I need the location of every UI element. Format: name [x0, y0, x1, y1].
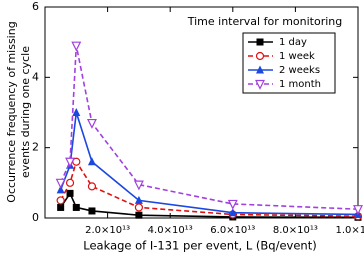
- data-point: [71, 41, 82, 52]
- data-point: [135, 211, 143, 219]
- data-point: [66, 189, 74, 197]
- y-tick-label: 2: [32, 141, 39, 154]
- plot-frame: [44, 6, 359, 219]
- data-point: [88, 207, 96, 215]
- y-tick-label: 4: [32, 70, 39, 83]
- data-point: [56, 196, 65, 205]
- x-tick-label: 8.0×10¹³: [273, 225, 318, 236]
- data-point: [133, 180, 144, 191]
- y-tick-label: 0: [32, 211, 39, 224]
- y-tick-label: 6: [32, 0, 39, 13]
- data-point: [227, 199, 238, 210]
- data-point: [72, 108, 81, 116]
- data-point: [228, 208, 237, 217]
- data-point: [87, 182, 97, 191]
- data-point: [86, 118, 97, 129]
- x-axis-label: Leakage of I-131 per event, L (Bq/event): [83, 239, 316, 253]
- data-point: [56, 185, 65, 194]
- legend-marker: [255, 79, 265, 90]
- data-point: [57, 203, 65, 211]
- data-point: [134, 195, 143, 204]
- x-tick-label: 6.0×10¹³: [210, 225, 255, 236]
- x-tick-label: 1.0×10¹⁴: [335, 225, 364, 236]
- data-point: [65, 157, 76, 168]
- data-point: [55, 178, 66, 189]
- legend-label: 1 month: [279, 79, 321, 90]
- data-point: [72, 203, 80, 211]
- data-point: [65, 178, 75, 187]
- x-tick-label: 2.0×10¹³: [85, 225, 130, 236]
- legend-label: 1 day: [279, 37, 307, 48]
- series-line: [59, 112, 359, 216]
- data-point: [87, 157, 96, 166]
- legend-marker: [256, 38, 264, 46]
- legend-label: 1 week: [279, 51, 315, 62]
- x-tick-label: 4.0×10¹³: [148, 225, 193, 236]
- legend-marker: [255, 51, 265, 61]
- y-axis-label: events during one cycle: [19, 46, 32, 178]
- data-point: [134, 203, 143, 212]
- y-axis-label: Occurrence frequency of missing: [5, 21, 18, 202]
- legend-title: Time interval for monitoring: [187, 15, 343, 28]
- legend-marker: [256, 65, 264, 74]
- data-point: [353, 205, 363, 216]
- legend-label: 2 weeks: [279, 65, 320, 76]
